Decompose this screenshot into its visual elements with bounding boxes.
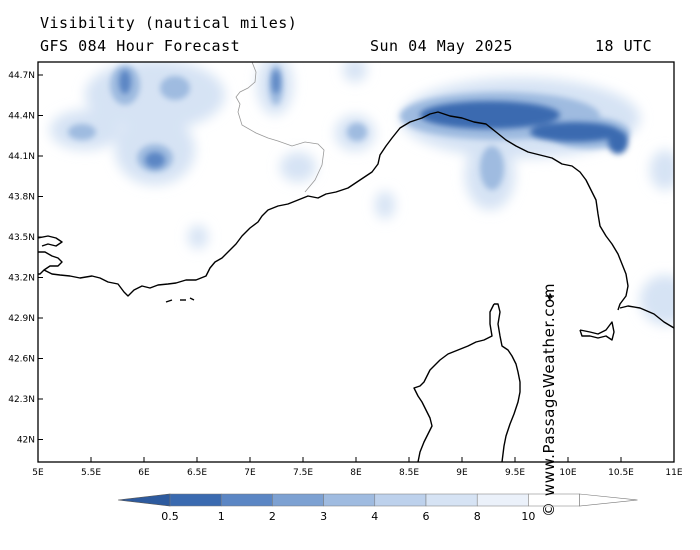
lon-label: 9.5E xyxy=(505,468,525,478)
lon-label: 8.5E xyxy=(399,468,419,478)
coastline xyxy=(38,111,674,462)
lon-label: 10E xyxy=(559,468,576,478)
lat-label: 43.2N xyxy=(8,274,35,284)
legend-label: 10 xyxy=(521,510,535,523)
fog-layer xyxy=(38,62,674,462)
legend-swatch xyxy=(220,493,273,507)
legend-arrow-high xyxy=(579,493,638,507)
lon-label: 9E xyxy=(456,468,468,478)
forecast-date: Sun 04 May 2025 xyxy=(370,37,513,55)
legend-swatch xyxy=(272,493,324,507)
lon-label: 6E xyxy=(138,468,150,478)
lon-label: 5E xyxy=(32,468,44,478)
lat-label: 42N xyxy=(17,436,35,446)
lat-label: 44.1N xyxy=(8,152,35,162)
legend-swatch xyxy=(374,493,427,507)
lon-label: 5.5E xyxy=(81,468,101,478)
legend-label: 0.5 xyxy=(161,510,179,523)
legend-label: 3 xyxy=(320,510,327,523)
visibility-legend: 0.5 1 2 3 4 6 8 10 xyxy=(117,493,638,523)
visibility-map: 44.7N 44.4N 44.1N 43.8N 43.5N 43.2N 42.9N 42.6N… xyxy=(8,61,683,523)
country-border xyxy=(235,62,325,193)
lon-label: 10.5E xyxy=(608,468,634,478)
lon-label: 6.5E xyxy=(187,468,207,478)
longitude-axis: 5E 5.5E 6E 6.5E 7E 7.5E 8E 8.5E 9E 9.5E 10E 10.5E 11… xyxy=(32,457,683,478)
lat-label: 42.6N xyxy=(8,355,35,365)
legend-arrow-low xyxy=(117,493,171,507)
lat-label: 42.9N xyxy=(8,314,35,324)
legend-label: 6 xyxy=(423,510,430,523)
lon-label: 7E xyxy=(244,468,256,478)
lon-label: 8E xyxy=(350,468,362,478)
legend-label: 4 xyxy=(371,510,378,523)
lat-label: 42.3N xyxy=(8,395,35,405)
credit-box: © www.PassageWeather.com xyxy=(540,283,700,517)
lat-label: 44.7N xyxy=(8,71,35,81)
legend-swatch xyxy=(425,493,478,507)
latitude-axis: 44.7N 44.4N 44.1N 43.8N 43.5N 43.2N 42.9N 42.6N… xyxy=(8,71,43,446)
legend-swatch xyxy=(323,493,376,507)
lat-label: 43.8N xyxy=(8,193,35,203)
forecast-label: GFS 084 Hour Forecast xyxy=(40,37,241,55)
forecast-time: 18 UTC xyxy=(595,37,653,55)
credit-text: © www.PassageWeather.com xyxy=(540,282,558,518)
legend-label: 1 xyxy=(218,510,225,523)
legend-label: 8 xyxy=(474,510,481,523)
lon-label: 7.5E xyxy=(293,468,313,478)
lat-label: 44.4N xyxy=(8,112,35,122)
legend-label: 2 xyxy=(269,510,276,523)
map-title: Visibility (nautical miles) xyxy=(40,14,298,32)
legend-swatch xyxy=(169,493,222,507)
lat-label: 43.5N xyxy=(8,233,35,243)
legend-swatch xyxy=(476,493,529,507)
lon-label: 11E xyxy=(665,468,682,478)
